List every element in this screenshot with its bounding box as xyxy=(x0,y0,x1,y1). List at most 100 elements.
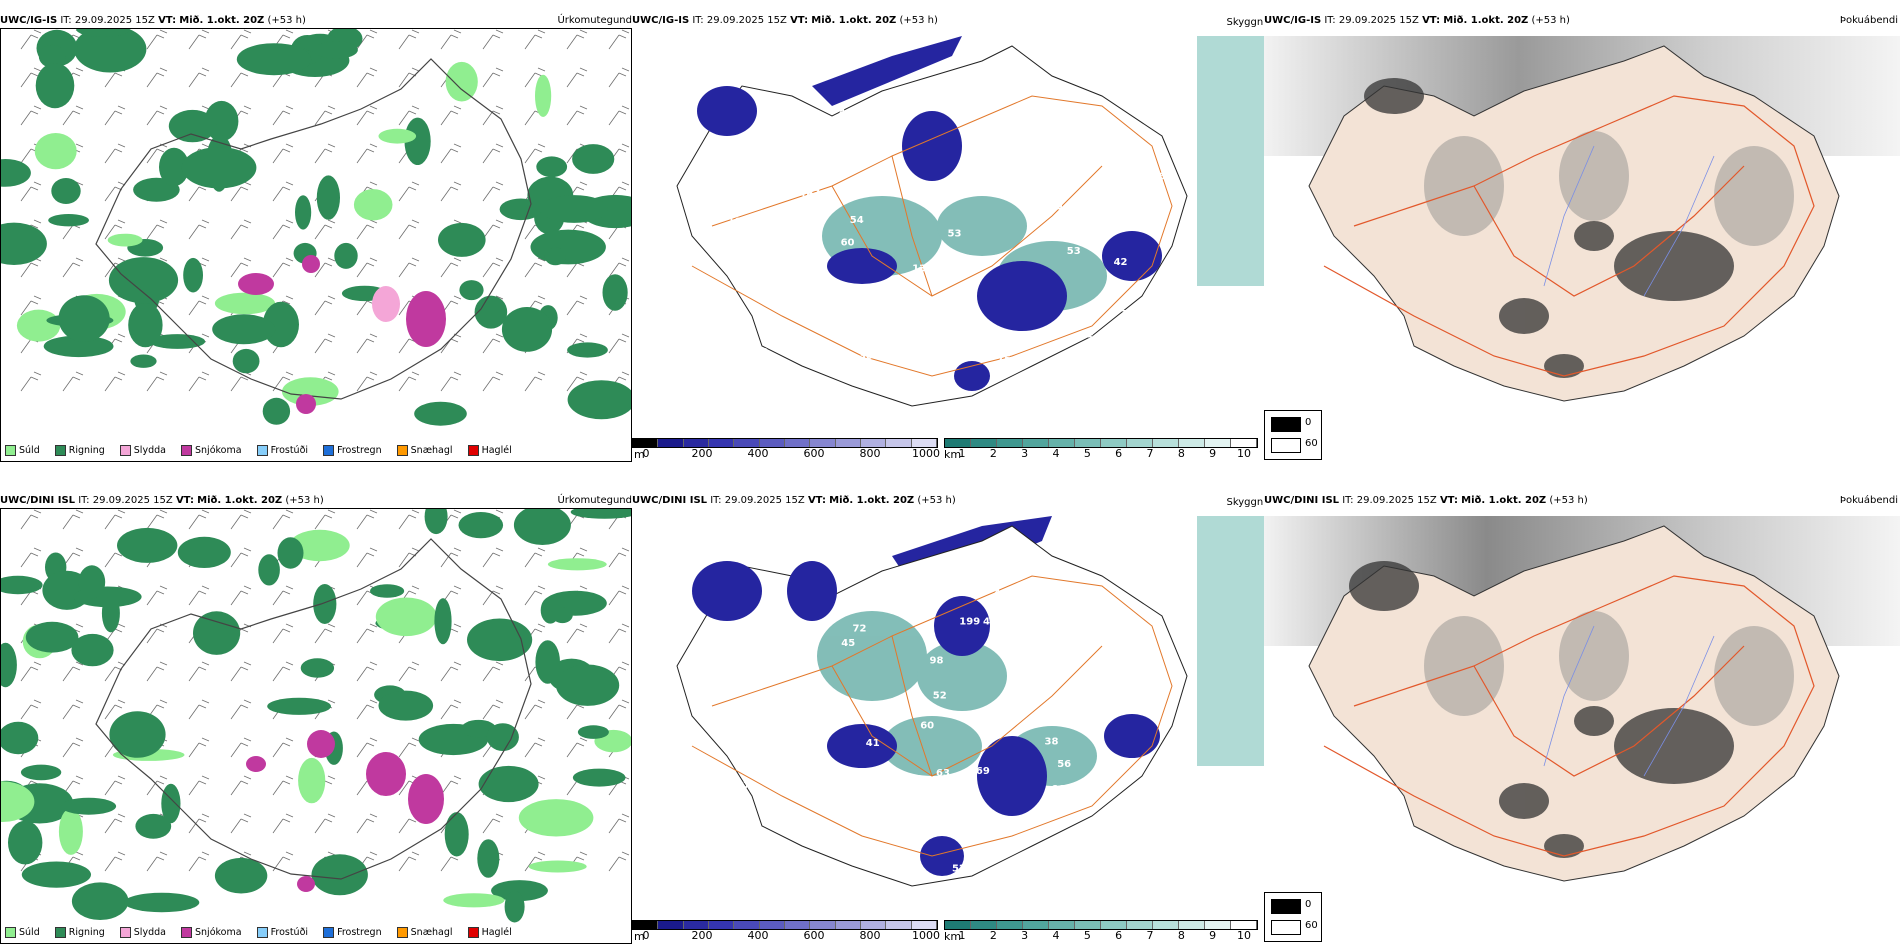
cloudbase-areas xyxy=(692,561,1160,876)
wind-barb xyxy=(272,851,294,872)
cloud-base-value: 75 xyxy=(1130,632,1144,643)
wind-barb xyxy=(440,775,462,796)
colorbar-tick-label: 1 xyxy=(958,929,966,942)
wind-barb xyxy=(356,105,378,126)
wind-barb xyxy=(20,371,42,392)
wind-barb xyxy=(356,623,378,644)
cloudbase-unit: m xyxy=(634,930,645,943)
cloud-base-value: 45 xyxy=(841,638,855,649)
wind-barb xyxy=(146,661,168,682)
wind-barb xyxy=(272,105,294,126)
cloud-base-value: 75 xyxy=(1145,539,1159,550)
wind-barb xyxy=(608,813,630,834)
wind-barb xyxy=(146,585,168,606)
wind-barb xyxy=(440,333,462,354)
colorbar-cell xyxy=(1049,921,1075,929)
precip-cell xyxy=(414,401,467,426)
precip-cell xyxy=(51,178,81,204)
fog-panel-top: UWC/IG-IS IT: 29.09.2025 15Z VT: Mið. 1.… xyxy=(1264,14,1900,464)
colorbar-cell xyxy=(997,439,1023,447)
precip-cell xyxy=(370,584,405,598)
wind-barb xyxy=(356,333,378,354)
colorbar-cell xyxy=(1231,439,1257,447)
wind-barb xyxy=(20,67,42,88)
wind-barb xyxy=(230,67,252,88)
wind-barb xyxy=(104,219,126,240)
cloud-map: 132 113 121 53 41 49 52 60 10 74 82 11 59 49 54 81 53 64 4… xyxy=(632,36,1266,446)
swatch xyxy=(119,445,131,456)
colorbar-cell xyxy=(1179,921,1205,929)
river-network xyxy=(1543,625,1715,777)
wind-barb xyxy=(188,737,210,758)
colorbar-tick-label: 4 xyxy=(1052,447,1060,460)
cloud-base-value: 48 xyxy=(983,617,997,628)
cloud-base-value: 67 xyxy=(806,189,820,200)
precip-cell xyxy=(177,536,231,568)
vt-value: Mið. 1.okt. 20Z xyxy=(811,15,897,26)
it-label: IT: xyxy=(78,495,90,506)
river-network xyxy=(1543,145,1715,297)
wind-barb xyxy=(230,257,252,278)
wind-barb xyxy=(146,851,168,872)
vt-label: VT: xyxy=(158,15,177,26)
precip-cell xyxy=(159,147,189,187)
colorbar-tick-label: 3 xyxy=(1021,447,1029,460)
precip-cell xyxy=(445,61,478,102)
wind-barb xyxy=(608,547,630,568)
cloud-map-svg: 98 80 56 52 51 60 41 52 53 37 64 62 46 75 53 66 72 295 46 7… xyxy=(676,516,1266,887)
cloud-base-value: 45 xyxy=(1148,114,1162,125)
precip-cell xyxy=(16,309,61,342)
fog-map-svg xyxy=(1264,36,1900,402)
precip-panel-top: UWC/IG-IS IT: 29.09.2025 15Z VT: Mið. 1.… xyxy=(0,14,634,464)
cloud-base-value: 60 xyxy=(841,238,855,249)
cloudbase-cells xyxy=(632,920,938,930)
wind-barb xyxy=(398,661,420,682)
wind-barb xyxy=(566,29,588,50)
colorbar-tick-label: 200 xyxy=(691,929,713,942)
vt-label: VT: xyxy=(175,495,194,506)
wind-barb xyxy=(230,585,252,606)
colorbar-cell xyxy=(1179,439,1205,447)
precip-cell xyxy=(577,725,609,739)
precip-cell xyxy=(58,808,83,855)
cloud-base-value: 47 xyxy=(756,748,770,759)
wind-barb xyxy=(230,219,252,240)
precip-cell xyxy=(404,117,431,165)
precip-cell xyxy=(232,348,260,374)
precip-cell xyxy=(25,621,79,653)
cloud-base-value: 46 xyxy=(1156,757,1170,768)
precip-cell xyxy=(459,280,484,301)
wind-barb xyxy=(440,181,462,202)
model-name: UWC/IG-IS xyxy=(0,15,58,26)
precip-cell xyxy=(1,642,17,688)
wind-barb xyxy=(524,699,546,720)
sea-visibility-area xyxy=(1197,36,1266,286)
cloud-base-value: 42 xyxy=(834,794,848,805)
cloud-panel-bottom: UWC/DINI ISL IT: 29.09.2025 15Z VT: Mið.… xyxy=(632,494,1266,946)
precip-map-svg xyxy=(1,29,631,426)
colorbar-tick-label: 4 xyxy=(1052,929,1060,942)
wind-barb xyxy=(188,67,210,88)
precip-cell xyxy=(547,558,607,571)
wind-barb xyxy=(566,295,588,316)
wind-barb xyxy=(608,29,630,50)
precip-cell xyxy=(501,307,553,352)
precip-cell xyxy=(149,334,206,349)
lead-time: (+53 h) xyxy=(267,15,306,26)
cloud-base-value: 64 xyxy=(910,598,924,609)
wind-barb xyxy=(146,371,168,392)
cloud-map-svg: 132 113 121 53 41 49 52 60 10 74 82 11 59 49 54 81 53 64 4… xyxy=(676,36,1266,407)
colorbar-tick-label: 3 xyxy=(1021,929,1029,942)
precip-cell xyxy=(504,890,525,923)
colorbar-cell xyxy=(1101,921,1127,929)
cloud-base-value: 69 xyxy=(976,766,990,777)
cloud-base-value: 50 xyxy=(723,175,737,186)
wind-barb xyxy=(314,509,336,530)
road-network xyxy=(1323,575,1815,857)
cloud-base-value: 57 xyxy=(736,780,750,791)
fog-legend-white xyxy=(1271,438,1301,453)
colorbar-cell xyxy=(810,439,836,447)
precip-legend: Súld Rigning Slydda Snjókoma Frostúði Fr… xyxy=(5,925,524,941)
wind-barb xyxy=(482,143,504,164)
wind-barb xyxy=(104,699,126,720)
